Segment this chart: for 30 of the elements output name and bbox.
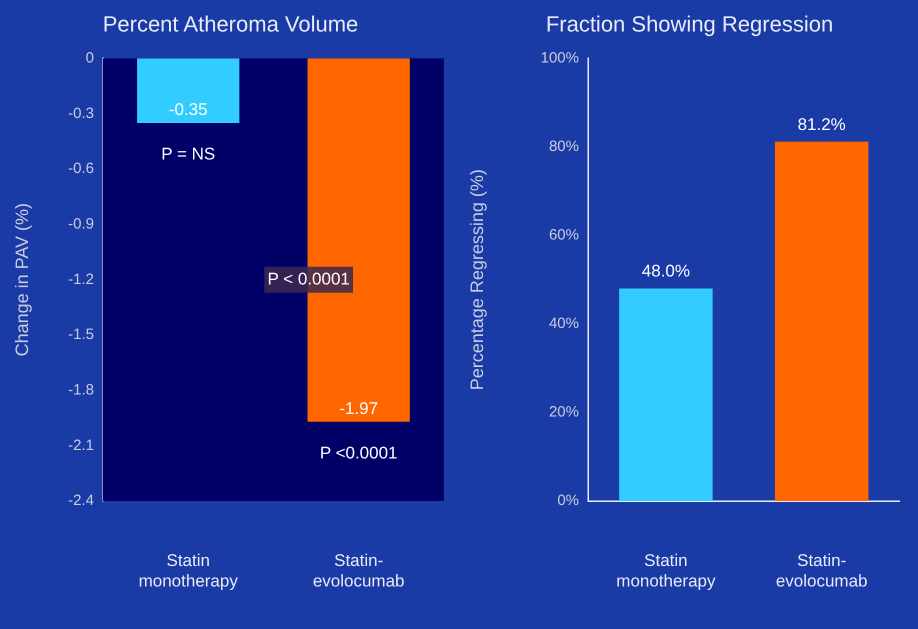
y-tick-label: 60% xyxy=(548,226,579,244)
chart-title: Percent Atheroma Volume xyxy=(102,11,358,36)
data-label: -0.35 xyxy=(168,100,208,120)
y-tick-label: 80% xyxy=(548,138,579,156)
x-tick-label: Statin- evolocumab xyxy=(776,550,868,590)
y-tick-label: -1.8 xyxy=(68,381,94,398)
y-tick-label: 40% xyxy=(548,315,579,332)
y-tick-label: -2.4 xyxy=(68,492,94,510)
y-tick-label: 0 xyxy=(86,50,94,67)
x-tick-label: Statin monotherapy xyxy=(138,550,238,590)
y-tick-label: 20% xyxy=(548,404,579,421)
y-axis-title: Change in PAV (%) xyxy=(12,202,32,356)
y-tick-label: -1.5 xyxy=(68,326,94,344)
annotation: P <0.0001 xyxy=(320,443,398,462)
y-tick-label: -2.1 xyxy=(68,436,94,454)
data-label: 48.0% xyxy=(642,262,690,281)
y-tick-label: 0% xyxy=(557,492,579,510)
y-axis-title: Percentage Regressing (%) xyxy=(466,169,487,390)
data-label: 81.2% xyxy=(798,114,846,134)
y-tick-label: -0.9 xyxy=(68,216,94,233)
y-tick-label: -0.3 xyxy=(68,104,94,122)
y-tick-label: 100% xyxy=(540,50,579,67)
chart-title: Fraction Showing Regression xyxy=(546,11,834,36)
y-tick-label: -1.2 xyxy=(68,270,94,288)
x-tick-label: Statin- evolocumab xyxy=(312,550,405,590)
annotation: P = NS xyxy=(161,144,216,164)
annotation: P < 0.0001 xyxy=(267,269,350,288)
y-tick-label: -0.6 xyxy=(68,160,94,178)
x-tick-label: Statin monotherapy xyxy=(616,550,716,590)
data-label: -1.97 xyxy=(339,398,378,418)
